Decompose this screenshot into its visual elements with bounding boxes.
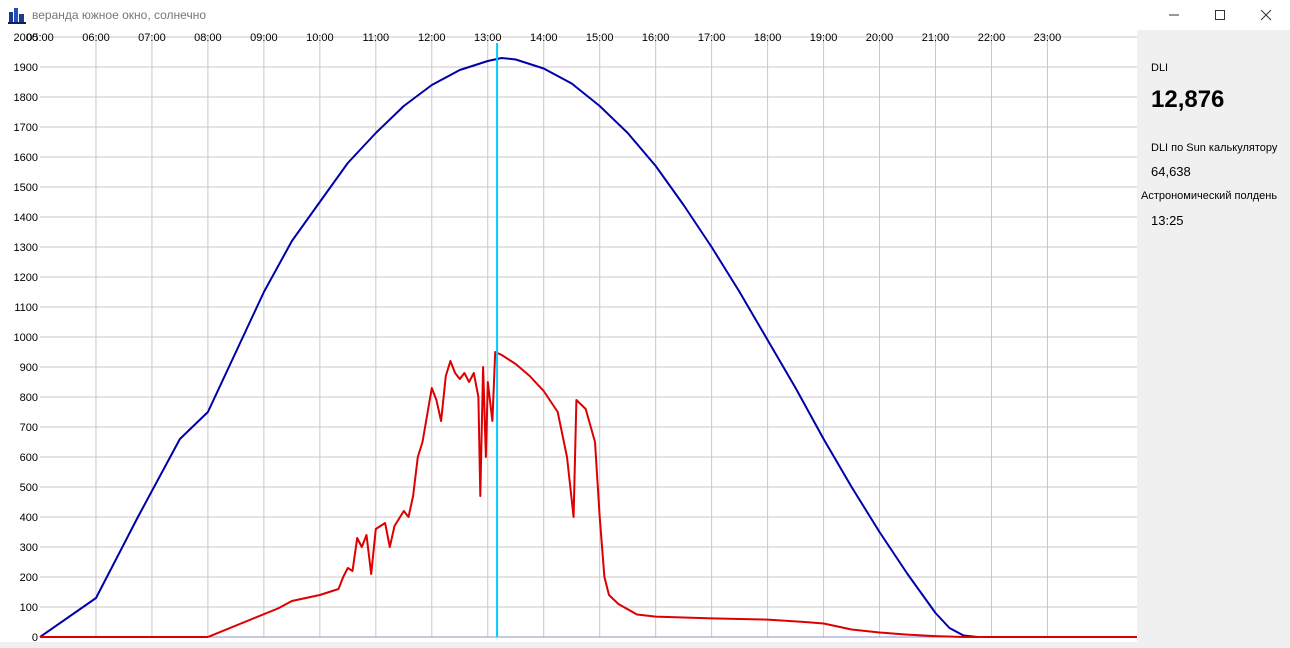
y-tick-label: 1400 [14, 212, 38, 224]
x-tick-label: 05:00 [26, 32, 54, 44]
chart-area[interactable]: 0 100 200 300 400 500 600 700 800 900 1000 1100 1200… [0, 30, 1137, 644]
x-tick-label: 23:00 [1034, 32, 1062, 44]
y-tick-label: 1600 [14, 152, 38, 164]
y-tick-label: 700 [20, 422, 38, 434]
x-tick-label: 19:00 [810, 32, 838, 44]
y-tick-label: 2000 [14, 32, 38, 44]
x-tick-label: 22:00 [978, 32, 1006, 44]
status-strip [0, 642, 1290, 648]
series-line-1 [39, 57, 1137, 638]
y-tick-label: 1200 [14, 272, 38, 284]
close-button[interactable] [1243, 0, 1289, 30]
x-tick-label: 18:00 [754, 32, 782, 44]
y-tick-label: 0 [32, 632, 38, 642]
series-line-2 [40, 351, 1137, 638]
app-icon [8, 8, 26, 24]
x-tick-label: 20:00 [866, 32, 894, 44]
maximize-button[interactable] [1197, 0, 1243, 30]
maximize-icon [1215, 10, 1225, 20]
dli-label: DLI [1151, 62, 1169, 74]
title-bar: веранда южное окно, солнечно [0, 0, 1290, 30]
x-tick-label: 06:00 [82, 32, 110, 44]
dli-value: 12,876 [1151, 86, 1225, 113]
noon-value: 13:25 [1151, 213, 1184, 228]
grid [40, 36, 1137, 638]
y-tick-label: 900 [20, 362, 38, 374]
y-tick-label: 600 [20, 452, 38, 464]
x-tick-label: 14:00 [530, 32, 558, 44]
y-tick-label: 1800 [14, 92, 38, 104]
close-icon [1260, 9, 1272, 21]
x-tick-label: 09:00 [250, 32, 278, 44]
x-tick-label: 08:00 [194, 32, 222, 44]
side-panel: DLI 12,876 DLI по Sun калькулятору 64,63… [1137, 30, 1290, 642]
x-tick-label: 21:00 [922, 32, 950, 44]
y-axis-ticks: 0 100 200 300 400 500 600 700 800 900 1000 1100 1200… [14, 32, 38, 644]
x-tick-label: 13:00 [474, 32, 502, 44]
x-tick-label: 16:00 [642, 32, 670, 44]
minimize-button[interactable] [1151, 0, 1197, 30]
y-tick-label: 500 [20, 482, 38, 494]
series [39, 57, 1137, 638]
window-title: веранда южное окно, солнечно [32, 8, 206, 22]
x-tick-label: 15:00 [586, 32, 614, 44]
y-tick-label: 300 [20, 542, 38, 554]
y-tick-label: 1300 [14, 242, 38, 254]
x-tick-label: 07:00 [138, 32, 166, 44]
y-tick-label: 1700 [14, 122, 38, 134]
minimize-icon [1169, 14, 1179, 16]
y-tick-label: 1000 [14, 332, 38, 344]
y-tick-label: 1100 [14, 302, 38, 314]
light-chart[interactable]: 0 100 200 300 400 500 600 700 800 900 1000 1100 1200… [0, 30, 1137, 644]
noon-label: Астрономический полдень [1141, 190, 1278, 202]
x-axis-ticks: 05:00 06:00 07:00 08:00 09:00 10:00 11:00 12:00… [26, 32, 1061, 44]
y-tick-label: 800 [20, 392, 38, 404]
y-tick-label: 1900 [14, 62, 38, 74]
y-tick-label: 1500 [14, 182, 38, 194]
calc-label: DLI по Sun калькулятору [1151, 142, 1278, 154]
x-tick-label: 11:00 [362, 32, 389, 44]
x-tick-label: 12:00 [418, 32, 446, 44]
x-tick-label: 17:00 [698, 32, 726, 44]
x-tick-label: 10:00 [306, 32, 334, 44]
y-tick-label: 100 [20, 602, 38, 614]
calc-value: 64,638 [1151, 164, 1191, 179]
y-tick-label: 200 [20, 572, 38, 584]
y-tick-label: 400 [20, 512, 38, 524]
